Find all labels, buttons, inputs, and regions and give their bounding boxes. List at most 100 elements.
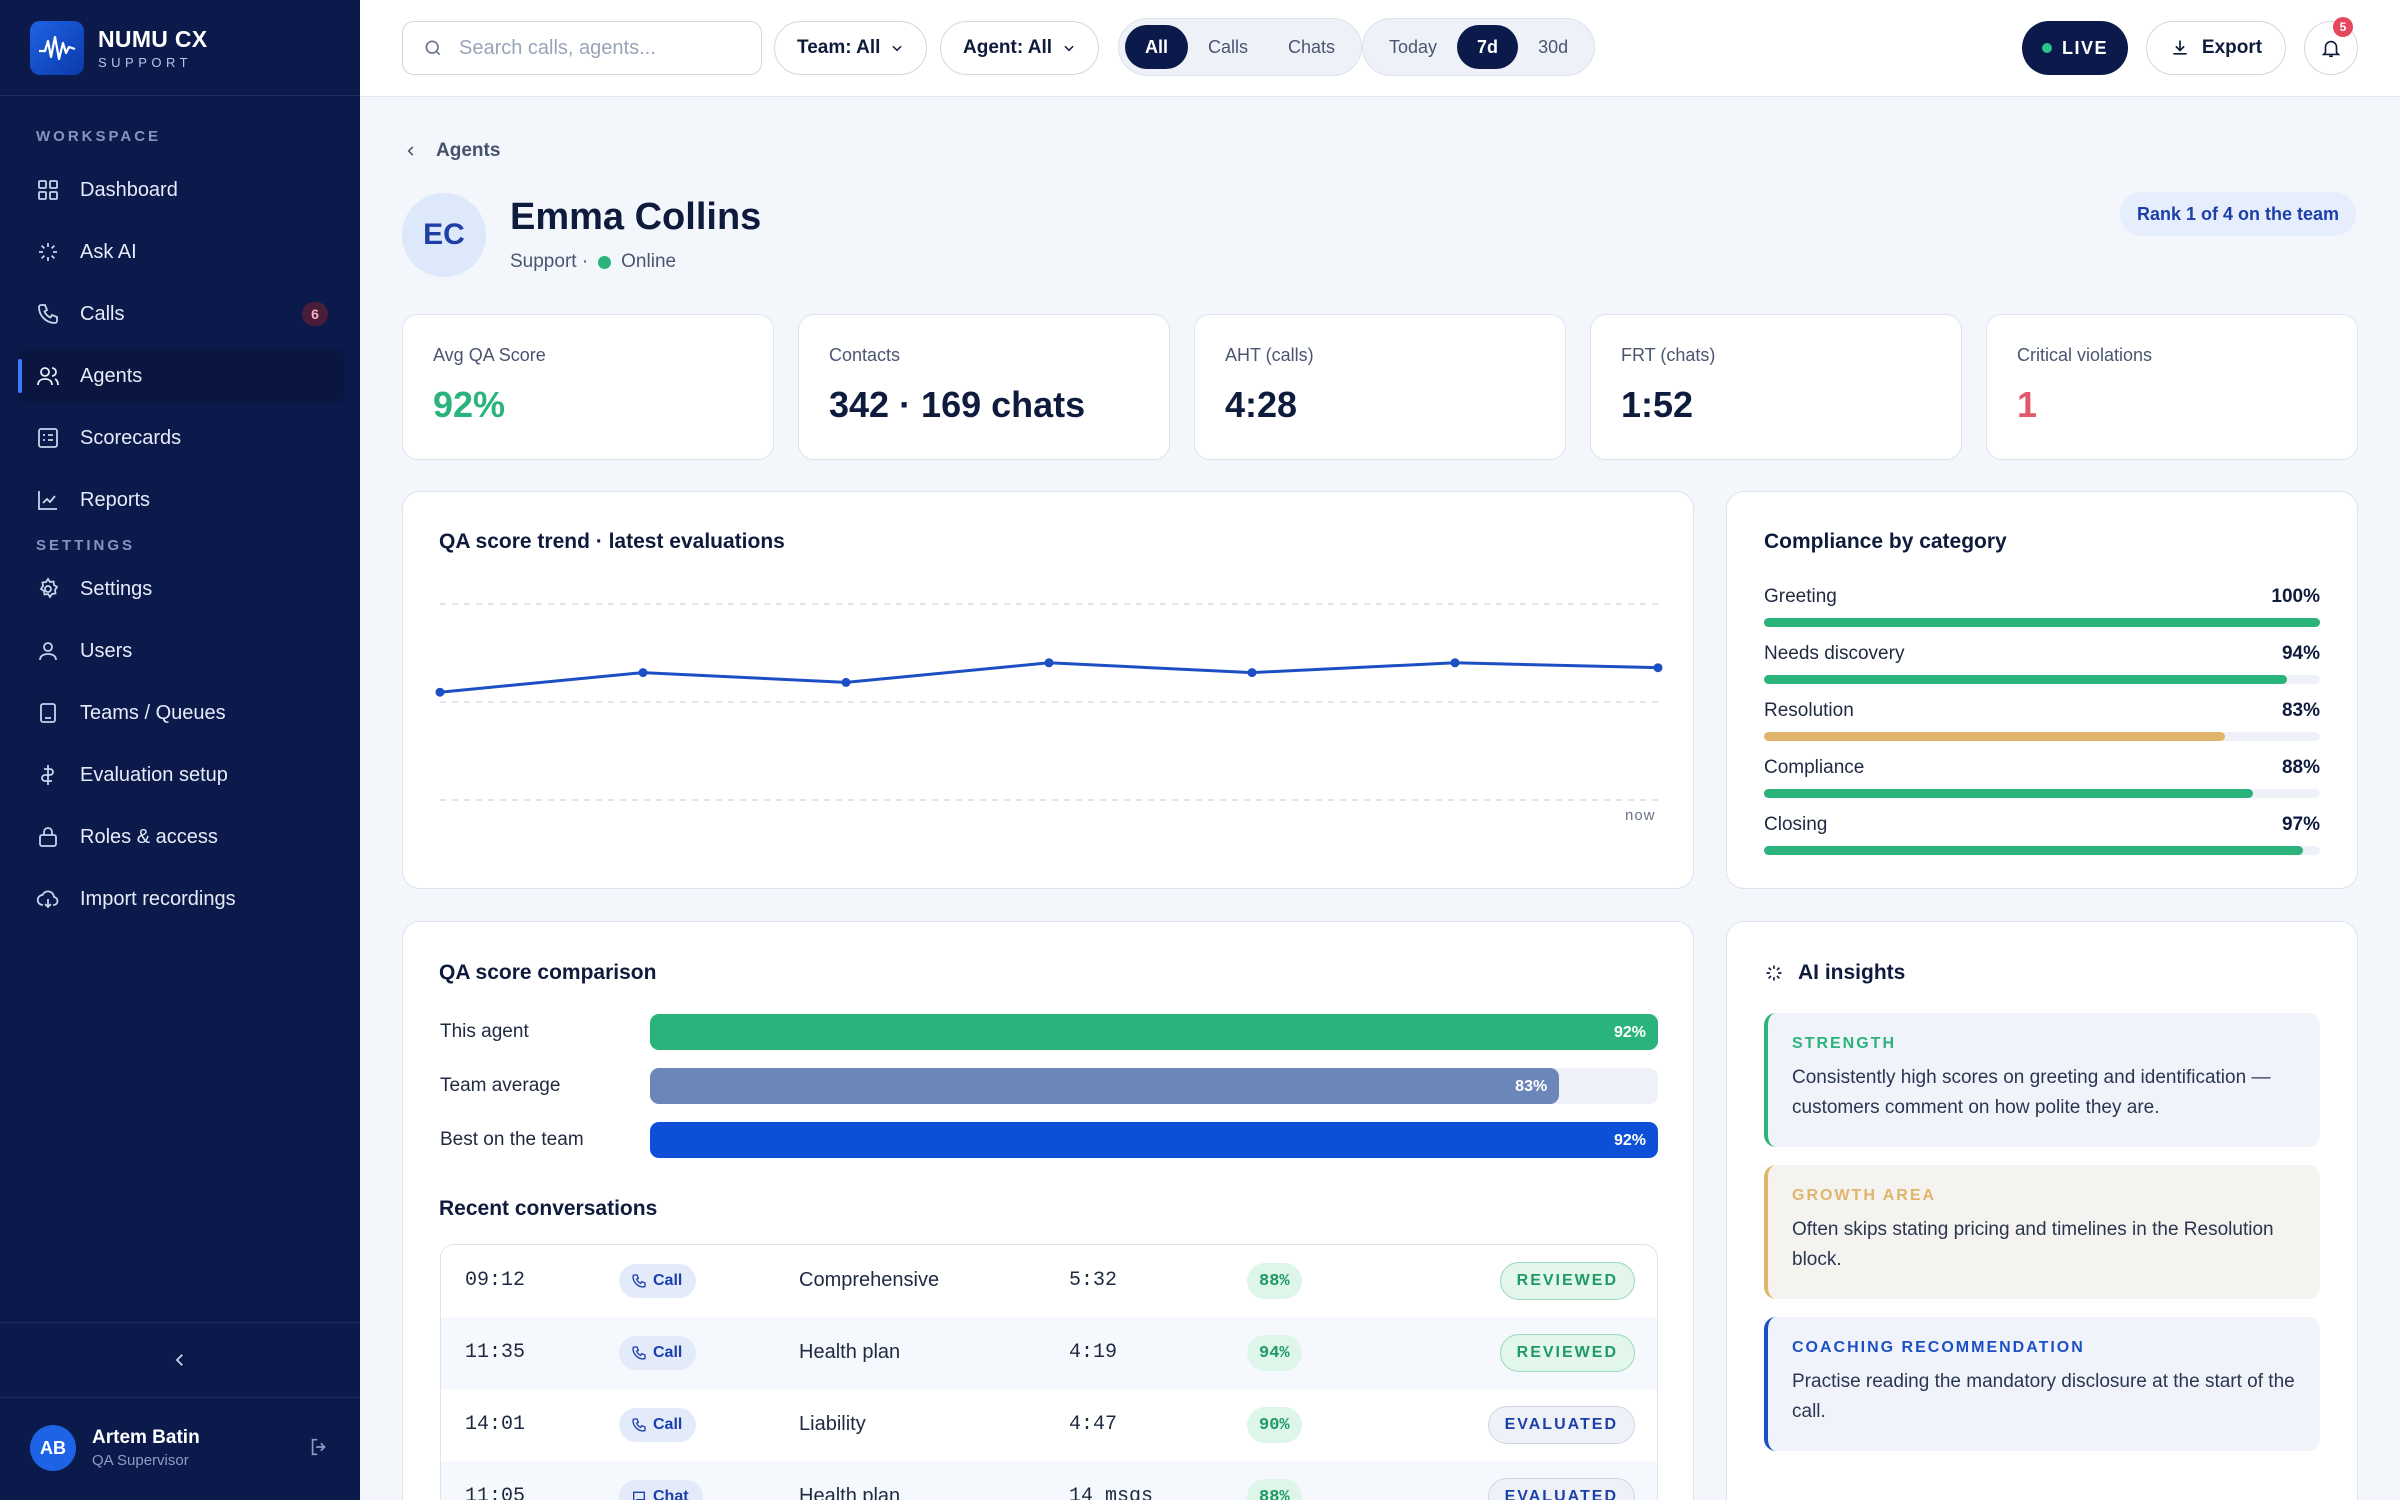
sidebar-item-label: Scorecards bbox=[80, 426, 182, 449]
phone-icon bbox=[632, 1418, 646, 1432]
compliance-bar-track bbox=[1764, 789, 2320, 798]
comparison-value: 92% bbox=[1613, 1132, 1646, 1149]
brand-sub: SUPPORT bbox=[98, 54, 193, 70]
kpi-card-contacts: Contacts 342 · 169 chats bbox=[798, 314, 1170, 460]
qa-trend-card bbox=[402, 491, 1694, 889]
tab-all[interactable]: All bbox=[1125, 25, 1189, 69]
sidebar-item-calls[interactable]: Calls 6 bbox=[18, 287, 344, 341]
users-icon bbox=[37, 367, 59, 386]
phone-icon bbox=[632, 1346, 646, 1360]
conversation-duration: 5:32 bbox=[1069, 1269, 1118, 1292]
phone-icon bbox=[632, 1274, 646, 1288]
trend-point bbox=[1044, 658, 1054, 668]
sidebar-item-evaluation-setup[interactable]: Evaluation setup bbox=[18, 748, 344, 802]
user-role: QA Supervisor bbox=[92, 1452, 189, 1469]
kpi-card-avg-qa: Avg QA Score 92% bbox=[402, 314, 774, 460]
live-button[interactable]: LIVE bbox=[2022, 21, 2128, 75]
kpi-value: 342 · 169 chats bbox=[829, 384, 1086, 425]
sidebar-item-import-recordings[interactable]: Import recordings bbox=[18, 872, 344, 926]
logout-icon[interactable] bbox=[308, 1436, 330, 1463]
lock-icon bbox=[39, 827, 57, 847]
period-tabs: Today 7d 30d bbox=[1362, 18, 1596, 76]
compliance-bar-fill bbox=[1764, 789, 2254, 798]
kpi-label: FRT (chats) bbox=[1621, 345, 1716, 365]
insight-text: Often skips stating pricing and timeline… bbox=[1792, 1219, 2274, 1270]
chevron-down-icon bbox=[1064, 45, 1074, 52]
insight-item: COACHING RECOMMENDATION Practise reading… bbox=[1764, 1317, 2320, 1451]
sidebar-item-reports[interactable]: Reports bbox=[18, 473, 344, 527]
export-button[interactable]: Export bbox=[2146, 21, 2286, 75]
conversation-time: 11:05 bbox=[465, 1485, 526, 1500]
comparison-bar-track: 83% bbox=[650, 1068, 1658, 1104]
sidebar-item-scorecards[interactable]: Scorecards bbox=[18, 411, 344, 465]
tab-30d[interactable]: 30d bbox=[1538, 36, 1569, 57]
comparison-bar-fill: 83% bbox=[650, 1068, 1560, 1104]
scorecard-icon bbox=[38, 428, 58, 448]
table-row[interactable]: 11:35 Call Health plan 4:19 94% REVIEWED bbox=[441, 1317, 1657, 1389]
notification-count-badge: 5 bbox=[2333, 17, 2353, 37]
trend-x-end-label: now bbox=[1625, 807, 1656, 824]
sidebar-item-label: Dashboard bbox=[80, 178, 178, 201]
breadcrumb-label: Agents bbox=[436, 140, 501, 161]
compliance-value: 97% bbox=[2281, 814, 2320, 835]
team-filter-dropdown[interactable]: Team: All bbox=[774, 21, 928, 75]
comparison-row: Team average 83% bbox=[440, 1068, 1658, 1104]
table-row[interactable]: 09:12 Call Comprehensive 5:32 88% REVIEW… bbox=[441, 1245, 1657, 1317]
agent-subtitle: Support · Online bbox=[510, 251, 676, 273]
kpi-card-critical: Critical violations 1 bbox=[1986, 314, 2358, 460]
sidebar-item-roles-access[interactable]: Roles & access bbox=[18, 810, 344, 864]
sidebar-item-users[interactable]: Users bbox=[18, 624, 344, 678]
conversation-duration: 14 msgs bbox=[1069, 1485, 1154, 1500]
comparison-label: Best on the team bbox=[440, 1129, 584, 1150]
sidebar-item-teams-queues[interactable]: Teams / Queues bbox=[18, 686, 344, 740]
conversation-score: 88% bbox=[1247, 1263, 1302, 1299]
avatar: AB bbox=[30, 1425, 76, 1471]
tab-chats[interactable]: Chats bbox=[1288, 36, 1336, 57]
compliance-bar-fill bbox=[1764, 732, 2226, 741]
cloud-icon bbox=[36, 890, 59, 909]
tab-7d[interactable]: 7d bbox=[1457, 25, 1519, 69]
sidebar-item-ask-ai[interactable]: Ask AI bbox=[18, 225, 344, 279]
status-badge: EVALUATED bbox=[1487, 1478, 1635, 1500]
workspace-section-label: WORKSPACE bbox=[36, 128, 162, 145]
sidebar-item-dashboard[interactable]: Dashboard bbox=[18, 163, 344, 217]
current-user[interactable]: AB Artem Batin QA Supervisor bbox=[30, 1420, 340, 1476]
compliance-bar-fill bbox=[1764, 846, 2304, 855]
sidebar-item-agents[interactable]: Agents bbox=[18, 349, 344, 403]
status-badge: EVALUATED bbox=[1487, 1406, 1635, 1444]
user-name: Artem Batin bbox=[92, 1427, 200, 1448]
tab-calls[interactable]: Calls bbox=[1208, 36, 1249, 57]
notifications-button[interactable]: 5 bbox=[2304, 17, 2358, 75]
conversation-scorecard: Liability bbox=[799, 1413, 866, 1435]
sidebar-item-label: Reports bbox=[80, 488, 151, 511]
trend-point bbox=[1247, 668, 1257, 678]
conversation-score: 88% bbox=[1247, 1479, 1302, 1500]
sidebar-item-label: Evaluation setup bbox=[80, 763, 228, 786]
comparison-bar-fill: 92% bbox=[650, 1122, 1658, 1158]
conversation-type-badge: Chat bbox=[619, 1480, 703, 1500]
trend-point bbox=[1653, 663, 1663, 673]
insight-item: STRENGTH Consistently high scores on gre… bbox=[1764, 1013, 2320, 1147]
sidebar-item-settings[interactable]: Settings bbox=[18, 562, 344, 616]
grid-icon bbox=[38, 180, 58, 200]
live-dot-icon bbox=[2041, 43, 2052, 53]
compliance-label: Needs discovery bbox=[1764, 643, 1905, 664]
comparison-row: Best on the team 92% bbox=[440, 1122, 1658, 1158]
breadcrumb[interactable]: Agents bbox=[404, 140, 500, 162]
search-input[interactable] bbox=[459, 36, 739, 60]
compliance-value: 83% bbox=[2281, 700, 2320, 721]
trend-title: QA score trend · latest evaluations bbox=[439, 530, 785, 553]
conversation-type-label: Call bbox=[653, 1416, 683, 1433]
agent-filter-dropdown[interactable]: Agent: All bbox=[940, 21, 1100, 75]
tab-today[interactable]: Today bbox=[1389, 36, 1438, 57]
agent-department: Support · bbox=[510, 251, 589, 272]
collapse-sidebar-button[interactable] bbox=[0, 1322, 360, 1398]
table-row[interactable]: 11:05 Chat Health plan 14 msgs 88% EVALU… bbox=[441, 1461, 1657, 1500]
search-box[interactable] bbox=[402, 21, 762, 75]
brand[interactable]: NUMU CX SUPPORT bbox=[0, 0, 360, 96]
sidebar-item-label: Agents bbox=[80, 364, 143, 387]
table-row[interactable]: 14:01 Call Liability 4:47 90% EVALUATED bbox=[441, 1389, 1657, 1461]
conversation-type-label: Call bbox=[653, 1272, 683, 1289]
comparison-title: QA score comparison bbox=[439, 961, 657, 984]
conversations-title: Recent conversations bbox=[439, 1197, 658, 1220]
